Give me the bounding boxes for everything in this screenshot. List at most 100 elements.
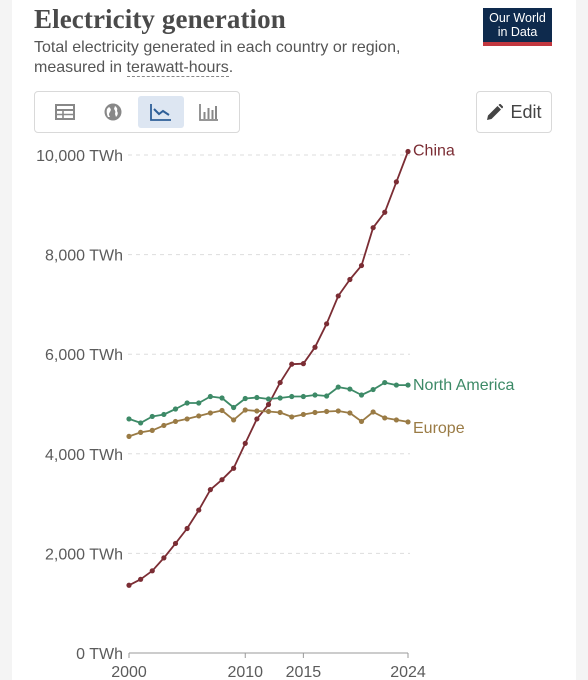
terawatt-hours-link[interactable]: terawatt-hours <box>126 59 229 77</box>
data-point <box>335 293 341 299</box>
data-point <box>138 429 144 435</box>
data-point <box>324 408 330 415</box>
logo-line-2: in Data <box>497 25 538 39</box>
data-point <box>242 407 248 413</box>
data-point <box>393 417 399 423</box>
data-point <box>207 393 213 400</box>
data-point <box>161 411 167 418</box>
x-tick-label: 2000 <box>111 664 147 680</box>
data-point <box>138 576 144 582</box>
data-point <box>242 440 248 446</box>
edit-button[interactable]: Edit <box>476 91 552 133</box>
data-point <box>184 400 190 406</box>
data-point <box>231 404 237 411</box>
data-point <box>370 386 376 393</box>
data-point <box>149 568 155 574</box>
y-tick-label: 4,000 TWh <box>45 447 123 464</box>
data-point <box>149 413 155 420</box>
data-point <box>358 262 365 269</box>
data-point <box>335 384 341 390</box>
data-point <box>289 414 295 420</box>
data-point <box>277 409 283 416</box>
data-point <box>126 416 132 422</box>
data-point <box>300 393 306 400</box>
series-label: Europe <box>413 420 465 437</box>
line-chart-icon <box>150 104 171 121</box>
data-point <box>138 420 144 426</box>
data-point <box>219 407 225 414</box>
data-point <box>265 408 272 415</box>
line-chart: 0 TWh 2,000 TWh 4,000 TWh 6,000 TWh 8,000 TW… <box>36 143 514 680</box>
data-point <box>382 379 388 386</box>
data-point <box>370 409 376 415</box>
x-tick-label: 2015 <box>286 664 322 680</box>
data-point <box>172 406 179 412</box>
logo-line-1: Our World <box>489 11 546 25</box>
data-point <box>184 416 190 422</box>
data-point <box>382 209 388 215</box>
data-point <box>300 361 306 367</box>
map-view-button[interactable] <box>90 96 136 128</box>
series-label: China <box>413 143 455 160</box>
data-point <box>312 344 318 350</box>
y-tick-label: 6,000 TWh <box>45 347 123 364</box>
bar-chart-icon <box>199 104 218 121</box>
data-point <box>231 417 237 423</box>
y-tick-label: 8,000 TWh <box>45 248 123 265</box>
data-point <box>207 487 213 493</box>
data-point <box>312 392 318 398</box>
data-point <box>254 394 260 401</box>
data-point <box>393 382 399 388</box>
view-toolbar <box>34 91 240 133</box>
data-point <box>242 395 248 402</box>
data-point <box>335 408 341 414</box>
data-point <box>265 401 272 408</box>
data-point <box>324 321 330 327</box>
data-point <box>347 410 353 416</box>
globe-icon <box>104 103 122 121</box>
data-point <box>196 400 202 406</box>
y-tick-label: 0 TWh <box>76 646 123 663</box>
data-point <box>172 418 179 425</box>
data-point <box>207 410 213 416</box>
data-point <box>161 555 167 561</box>
data-point <box>370 225 376 231</box>
data-point <box>219 477 225 483</box>
series-line <box>128 151 409 587</box>
bar-view-button[interactable] <box>186 96 232 128</box>
data-point <box>196 507 202 513</box>
owid-logo[interactable]: Our World in Data <box>483 8 552 46</box>
data-point <box>149 427 155 433</box>
data-point <box>347 386 353 392</box>
data-point <box>126 433 132 439</box>
x-tick-label: 2010 <box>227 664 263 680</box>
series-label: North America <box>413 377 514 394</box>
data-point <box>254 408 260 414</box>
data-point <box>300 411 306 418</box>
chart-view-button[interactable] <box>138 96 184 128</box>
data-point <box>289 393 295 400</box>
pencil-icon <box>487 103 504 120</box>
data-point <box>358 418 365 425</box>
data-point <box>172 540 179 547</box>
data-point <box>265 396 272 402</box>
data-point <box>277 395 283 401</box>
data-point <box>126 582 132 588</box>
data-point <box>289 361 295 367</box>
chart-subtitle: Total electricity generated in each coun… <box>34 38 454 78</box>
data-point <box>405 382 411 388</box>
data-point <box>161 422 167 429</box>
subtitle-period: . <box>228 59 234 76</box>
data-point <box>405 419 411 425</box>
data-point <box>382 415 388 421</box>
x-tick-label: 2024 <box>390 664 426 680</box>
data-point <box>277 379 283 386</box>
data-point <box>347 276 353 283</box>
y-tick-label: 2,000 TWh <box>45 546 123 563</box>
data-point <box>393 179 399 185</box>
data-point <box>405 148 411 155</box>
data-point <box>312 409 318 416</box>
table-view-button[interactable] <box>42 96 88 128</box>
edit-label: Edit <box>510 101 542 122</box>
y-tick-label: 10,000 TWh <box>36 148 123 165</box>
